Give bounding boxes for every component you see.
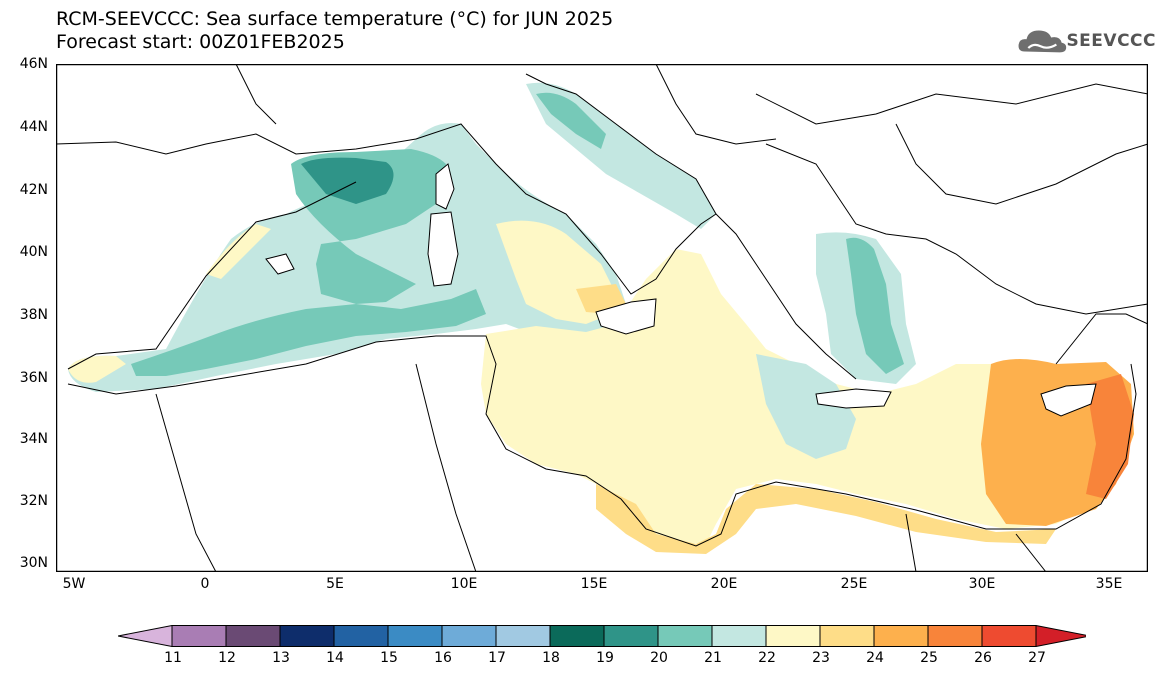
corsica xyxy=(435,163,455,210)
sardinia xyxy=(427,211,459,287)
sst-map xyxy=(56,64,1148,572)
colorbar-cell xyxy=(225,625,281,647)
gulf-of-lion-core xyxy=(301,157,394,204)
adriatic-cool xyxy=(536,92,606,149)
lon-label: 5W xyxy=(62,576,86,592)
colorbar-label: 22 xyxy=(758,650,776,666)
title-line-1: RCM-SEEVCCC: Sea surface temperature (°C… xyxy=(56,8,614,30)
colorbar-label: 14 xyxy=(326,650,344,666)
cloud-logo-icon xyxy=(1018,30,1067,53)
colorbar-cell xyxy=(603,625,659,647)
lat-label: 46N xyxy=(19,56,48,72)
colorbar-cell xyxy=(279,625,335,647)
cyprus xyxy=(1040,383,1097,417)
lon-label: 0 xyxy=(200,576,210,592)
libyan-coast-warm xyxy=(596,484,1056,554)
lat-label: 34N xyxy=(19,431,48,447)
balearic-warm xyxy=(206,224,271,279)
coastlines xyxy=(56,64,1148,572)
sicily xyxy=(595,298,657,335)
lat-label: 44N xyxy=(19,119,48,135)
colorbar xyxy=(118,625,1086,647)
colorbar-label: 24 xyxy=(866,650,884,666)
colorbar-label: 26 xyxy=(974,650,992,666)
colorbar-label: 15 xyxy=(380,650,398,666)
colorbar-cell xyxy=(927,625,983,647)
ionian-cool-patch xyxy=(756,354,856,459)
title-line-2: Forecast start: 00Z01FEB2025 xyxy=(56,31,345,53)
alboran-warm-edge xyxy=(68,355,126,383)
colorbar-label: 27 xyxy=(1028,650,1046,666)
colorbar-label: 13 xyxy=(272,650,290,666)
logo-text: SEEVCCC xyxy=(1066,31,1156,51)
colorbar-label: 23 xyxy=(812,650,830,666)
lat-label: 42N xyxy=(19,182,48,198)
lon-label: 5E xyxy=(326,576,344,592)
colorbar-cell xyxy=(549,625,605,647)
sea-temperature-field xyxy=(68,82,1134,554)
colorbar-label: 20 xyxy=(650,650,668,666)
lat-label: 38N xyxy=(19,307,48,323)
colorbar-cell xyxy=(171,625,227,647)
colorbar-label: 12 xyxy=(218,650,236,666)
lon-label: 30E xyxy=(968,576,996,592)
aegean-cool xyxy=(846,237,904,374)
colorbar-label: 19 xyxy=(596,650,614,666)
colorbar-cell xyxy=(819,625,875,647)
lon-label: 35E xyxy=(1095,576,1123,592)
colorbar-cell xyxy=(495,625,551,647)
colorbar-cell xyxy=(873,625,929,647)
colorbar-low-triangle xyxy=(118,625,173,647)
colorbar-cell xyxy=(441,625,497,647)
lon-label: 20E xyxy=(710,576,738,592)
colorbar-cell xyxy=(387,625,443,647)
colorbar-label: 16 xyxy=(434,650,452,666)
lat-label: 40N xyxy=(19,244,48,260)
colorbar-label: 11 xyxy=(164,650,182,666)
western-cool-tongue xyxy=(131,289,486,376)
chart-title: RCM-SEEVCCC: Sea surface temperature (°C… xyxy=(56,8,613,54)
colorbar-cell xyxy=(333,625,389,647)
lat-label: 30N xyxy=(19,555,48,571)
lon-label: 10E xyxy=(450,576,478,592)
colorbar-cell xyxy=(981,625,1037,647)
seevccc-logo: SEEVCCC xyxy=(1016,22,1156,60)
levantine-hot xyxy=(1086,374,1134,499)
colorbar-label: 21 xyxy=(704,650,722,666)
colorbar-cell xyxy=(711,625,767,647)
lat-label: 36N xyxy=(19,370,48,386)
colorbar-cell xyxy=(657,625,713,647)
lon-label: 15E xyxy=(580,576,608,592)
colorbar-label: 25 xyxy=(920,650,938,666)
islands xyxy=(265,163,1097,417)
lat-label: 32N xyxy=(19,493,48,509)
mallorca xyxy=(265,253,295,275)
colorbar-high-triangle xyxy=(1035,625,1086,647)
colorbar-cell xyxy=(765,625,821,647)
crete xyxy=(815,388,892,409)
colorbar-label: 17 xyxy=(488,650,506,666)
colorbar-label: 18 xyxy=(542,650,560,666)
lon-label: 25E xyxy=(840,576,868,592)
